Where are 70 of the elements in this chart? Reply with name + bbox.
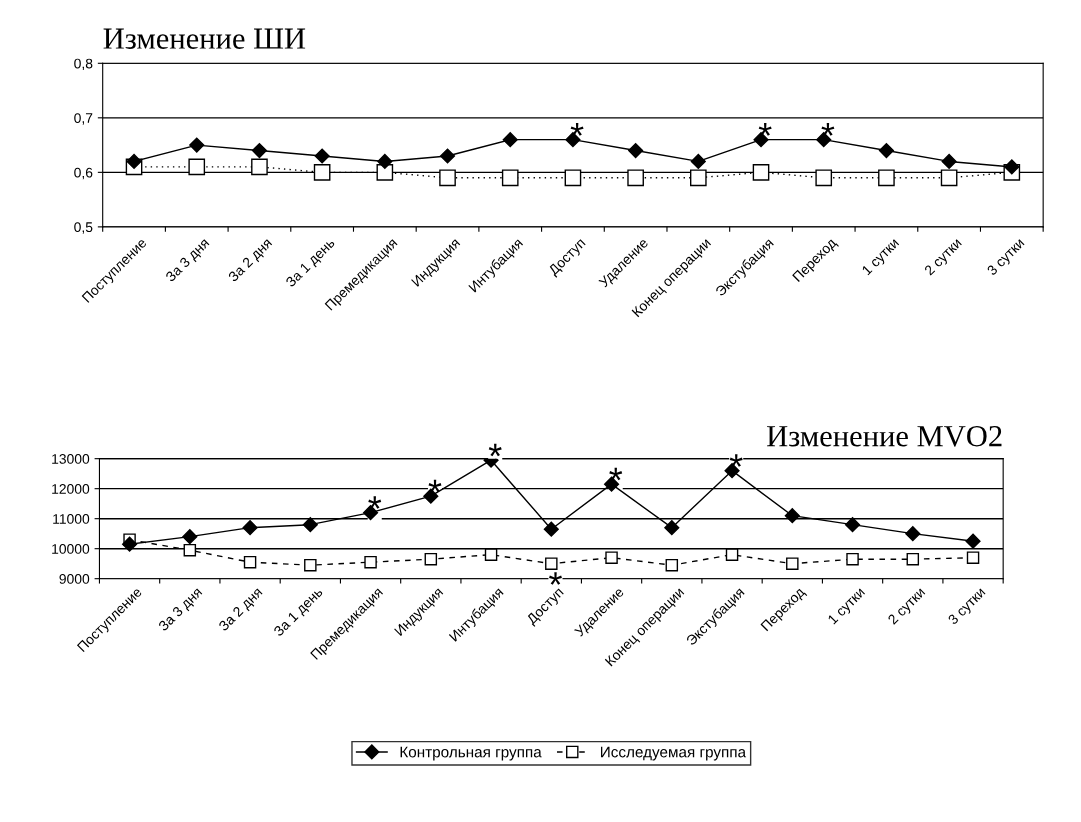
point (251, 158, 268, 176)
point (965, 533, 981, 549)
y-tick-label: 0,8 (74, 58, 93, 71)
point (484, 548, 498, 561)
point (786, 557, 799, 570)
point (501, 169, 519, 187)
x-tick-label: За 2 дня (227, 237, 275, 285)
point (251, 142, 268, 159)
y-tick-label: 13000 (52, 454, 90, 464)
point (302, 517, 318, 533)
point (627, 169, 644, 187)
point (304, 558, 317, 572)
point (690, 153, 706, 170)
point (242, 520, 258, 536)
point (689, 169, 707, 187)
annotation: * (609, 467, 623, 481)
x-tick-label: За 3 дня (164, 237, 212, 285)
legend-label: Контрольная группа (400, 746, 542, 761)
x-tick-label: За 2 дня (217, 586, 265, 634)
point (628, 142, 644, 159)
x-tick-label: За 3 дня (157, 586, 205, 634)
annotation: * (488, 443, 502, 457)
point (364, 555, 377, 569)
point (941, 153, 957, 170)
point (1004, 159, 1020, 175)
point (545, 557, 558, 570)
point (605, 551, 618, 564)
point (815, 169, 833, 187)
point (966, 551, 980, 564)
annotation: * (729, 454, 743, 467)
chart-title: Изменение MVO2 (767, 425, 1002, 447)
point (846, 552, 859, 566)
chart-title: Изменение ШИ (103, 28, 306, 49)
point (126, 153, 142, 170)
y-tick-label: 11000 (53, 514, 90, 524)
point (905, 526, 921, 542)
point (122, 536, 138, 552)
point (439, 148, 456, 164)
point (183, 543, 197, 557)
point (439, 169, 456, 187)
point (314, 148, 330, 164)
y-tick-label: 0,7 (74, 113, 93, 125)
point (313, 164, 331, 181)
legend-label: Исследуемая группа (601, 746, 747, 761)
point (878, 142, 894, 159)
y-tick-label: 0,6 (74, 167, 93, 180)
point (784, 508, 800, 524)
point (844, 517, 861, 533)
point (243, 555, 257, 569)
y-tick-label: 12000 (52, 484, 90, 494)
annotation: * (570, 123, 584, 136)
point (725, 548, 739, 561)
point (182, 529, 198, 545)
point (664, 520, 680, 536)
point (752, 164, 770, 181)
point (878, 169, 895, 187)
point (377, 153, 393, 170)
y-tick-label: 10000 (52, 544, 90, 554)
point (502, 132, 518, 148)
point (543, 521, 559, 537)
point (940, 169, 958, 187)
point (189, 137, 205, 153)
y-tick-label: 9000 (59, 574, 90, 584)
point (188, 158, 206, 176)
point (665, 558, 679, 572)
annotation: * (549, 572, 562, 585)
y-tick-label: 0,5 (74, 222, 93, 234)
point (906, 552, 920, 566)
point (564, 169, 582, 187)
point (424, 552, 438, 566)
